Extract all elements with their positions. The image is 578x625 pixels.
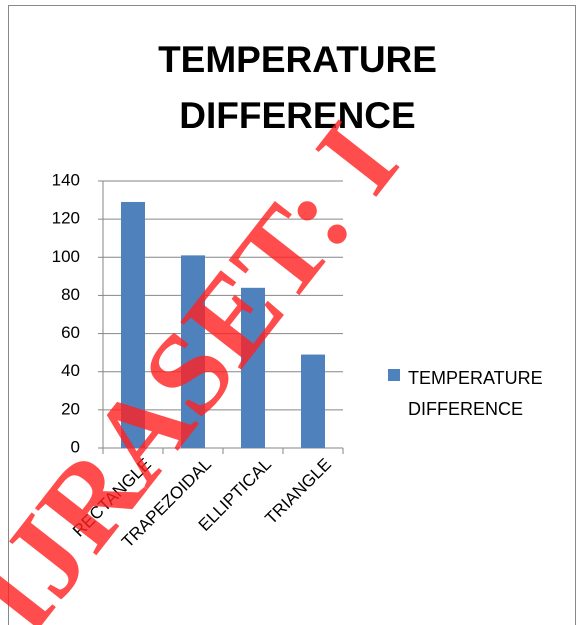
legend-label: TEMPERATURE DIFFERENCE — [408, 368, 543, 419]
y-tick-label: 20 — [61, 399, 80, 418]
legend-swatch — [388, 369, 400, 381]
frame — [8, 5, 576, 625]
y-tick-label: 100 — [52, 247, 80, 266]
y-tick-label: 120 — [52, 209, 80, 228]
bar — [121, 201, 145, 448]
y-tick-label: 0 — [71, 437, 80, 456]
bar — [301, 354, 325, 448]
y-tick-label: 60 — [61, 323, 80, 342]
chart-title: TEMPERATURE DIFFERENCE — [158, 39, 437, 136]
y-tick-label: 40 — [61, 361, 80, 380]
bar — [181, 255, 205, 448]
y-tick-label: 80 — [61, 285, 80, 304]
bar — [241, 287, 265, 448]
y-tick-label: 140 — [52, 170, 80, 189]
